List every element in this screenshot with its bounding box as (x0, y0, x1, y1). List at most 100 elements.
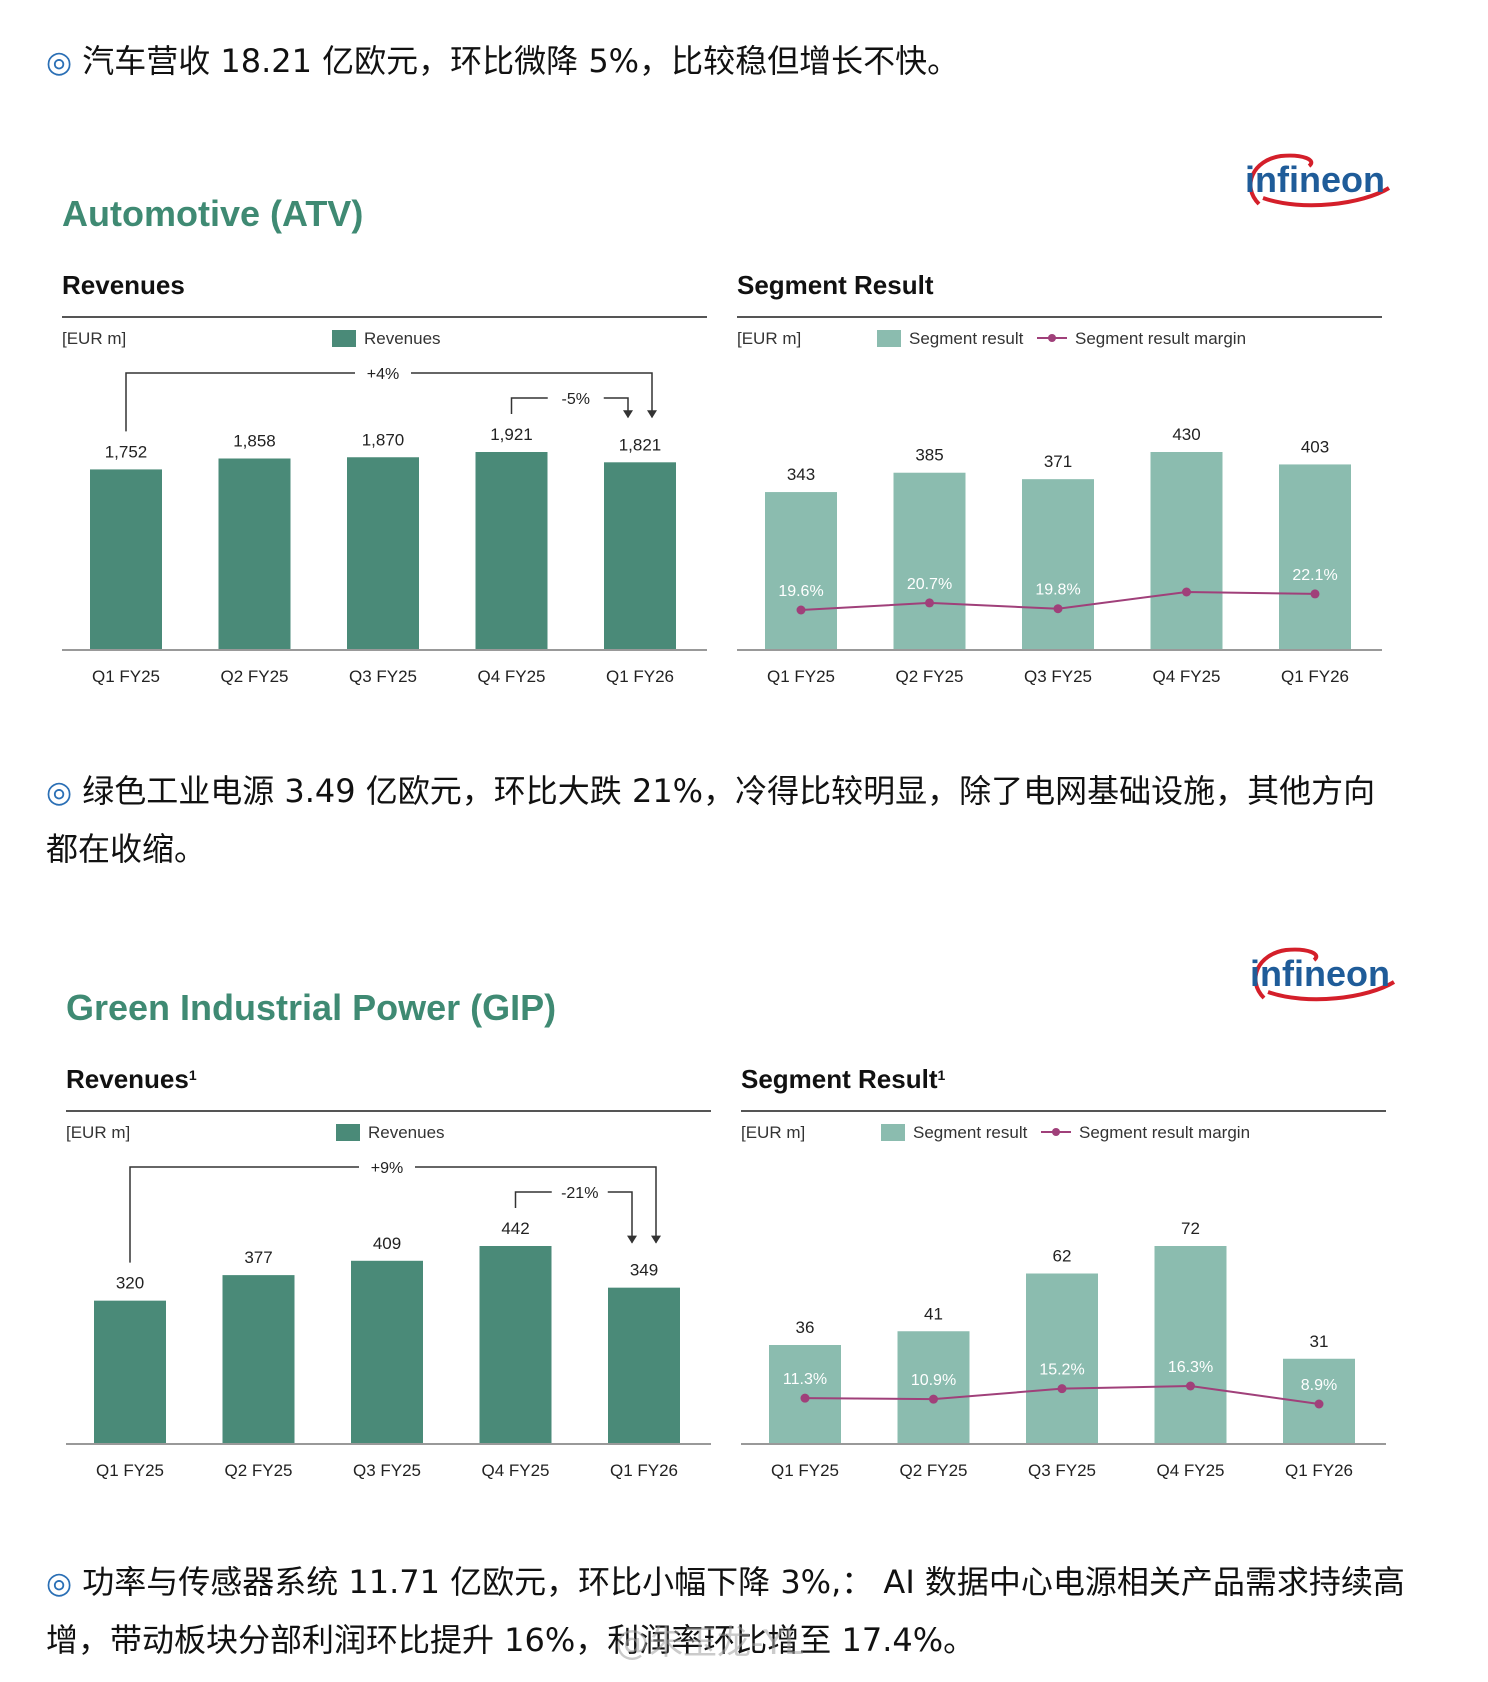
x-tick-label: Q1 FY25 (771, 1461, 839, 1480)
margin-point (1057, 1384, 1067, 1394)
bar-q2-fy25 (897, 1331, 970, 1444)
margin-label: 19.8% (1035, 582, 1080, 599)
value-label: 385 (915, 446, 943, 465)
footnote-marker: 1 (189, 1067, 197, 1083)
bar-q1-fy26 (608, 1287, 680, 1444)
bracket-label-qoq: -21% (561, 1185, 598, 1202)
bar-q1-fy25 (765, 492, 837, 650)
chart-title: Revenues (62, 270, 185, 300)
legend-label-margin: Segment result margin (1075, 329, 1246, 348)
atv-revenues-chart: Revenues [EUR m] Revenues 1,752 Q1 FY25 1,858… (62, 270, 707, 686)
infineon-logo: infineon (1245, 153, 1391, 208)
bar-q2-fy25 (218, 458, 291, 650)
value-label: 377 (244, 1248, 272, 1267)
paragraph-text: 汽车营收 18.21 亿欧元，环比微降 5%，比较稳但增长不快。 (82, 42, 960, 80)
bar-q3-fy25 (1026, 1273, 1098, 1444)
value-label: 72 (1181, 1219, 1200, 1238)
paragraph-text: 绿色工业电源 3.49 亿欧元，环比大跌 21%，冷得比较明显，除了电网基础设施… (46, 772, 1376, 868)
section-title-gip: Green Industrial Power (GIP) (66, 987, 557, 1028)
bullet-icon: ◎ (46, 1566, 73, 1601)
bar-q3-fy25 (351, 1260, 423, 1444)
value-label: 442 (501, 1219, 529, 1238)
chart-title: Revenues1 (66, 1064, 197, 1094)
gip-segment-result-chart: Segment Result1 [EUR m] Segment result Segm… (741, 1064, 1386, 1480)
value-label: 1,821 (619, 435, 662, 454)
x-tick-label: Q4 FY25 (481, 1461, 549, 1480)
bracket-label-qoq: -5% (562, 391, 590, 408)
value-label: 31 (1310, 1332, 1329, 1351)
watermark: @朱玉龙-YL (615, 1623, 803, 1663)
value-label: 403 (1301, 437, 1329, 456)
footnote-marker: 1 (938, 1067, 946, 1083)
paragraph-gip: ◎ 绿色工业电源 3.49 亿欧元，环比大跌 21%，冷得比较明显，除了电网基础设… (46, 763, 1406, 877)
x-tick-label: Q1 FY26 (1281, 667, 1349, 686)
bracket-arrow-qoq (627, 1235, 637, 1244)
x-tick-label: Q2 FY25 (895, 667, 963, 686)
value-label: 343 (787, 465, 815, 484)
paragraph-text: 功率与传感器系统 11.71 亿欧元，环比小幅下降 3%,： AI 数据中心电源… (46, 1563, 1405, 1659)
unit-label: [EUR m] (741, 1123, 805, 1142)
margin-label: 10.9% (911, 1372, 956, 1389)
x-tick-label: Q3 FY25 (1024, 667, 1092, 686)
margin-point (925, 598, 934, 608)
margin-label: 19.6% (778, 583, 823, 600)
value-label: 1,858 (233, 431, 276, 450)
legend-label-margin: Segment result margin (1079, 1123, 1250, 1142)
bar-q1-fy25 (94, 1300, 166, 1444)
legend-marker-margin (1048, 334, 1056, 342)
paragraph-pss: ◎ 功率与传感器系统 11.71 亿欧元，环比小幅下降 3%,： AI 数据中心电… (46, 1554, 1406, 1668)
infineon-logo: infineon (1250, 947, 1396, 1002)
paragraph-automotive: ◎ 汽车营收 18.21 亿欧元，环比微降 5%，比较稳但增长不快。 (46, 33, 1406, 91)
atv-segment-result-chart: Segment Result [EUR m] Segment result Segme… (737, 270, 1382, 686)
bar-q1-fy26 (1279, 464, 1351, 650)
value-label: 409 (373, 1234, 401, 1253)
bracket-label-bg (359, 1156, 415, 1178)
bracket-label-bg (551, 1181, 608, 1203)
bracket-label-bg (547, 387, 604, 409)
x-tick-label: Q1 FY25 (96, 1461, 164, 1480)
bar-q4-fy25 (1154, 1246, 1227, 1444)
value-label: 349 (630, 1261, 658, 1280)
legend-label-segment-result: Segment result (909, 329, 1024, 348)
legend-marker-margin (1052, 1128, 1060, 1136)
x-tick-label: Q4 FY25 (477, 667, 545, 686)
margin-point (1182, 587, 1191, 597)
bar-q2-fy25 (222, 1275, 295, 1444)
bracket-label-bg (355, 362, 411, 384)
bar-q3-fy25 (1022, 479, 1094, 650)
value-label: 320 (116, 1274, 144, 1293)
unit-label: [EUR m] (737, 329, 801, 348)
bar-q1-fy25 (90, 469, 162, 650)
margin-point (800, 1393, 810, 1403)
bar-q2-fy25 (893, 472, 966, 650)
bar-q3-fy25 (347, 457, 419, 650)
bracket-label-total: +4% (367, 366, 399, 383)
value-label: 36 (796, 1318, 815, 1337)
bar-q4-fy25 (475, 452, 548, 650)
x-tick-label: Q1 FY26 (1285, 1461, 1353, 1480)
chart-title: Segment Result (737, 270, 934, 300)
legend-swatch-revenues (332, 330, 356, 347)
x-tick-label: Q3 FY25 (353, 1461, 421, 1480)
bullet-icon: ◎ (46, 45, 73, 80)
value-label: 41 (924, 1304, 943, 1323)
bar-q4-fy25 (479, 1246, 552, 1444)
chart-title: Segment Result1 (741, 1064, 946, 1094)
legend-swatch-revenues (336, 1124, 360, 1141)
logo-text: infineon (1250, 953, 1390, 994)
value-label: 371 (1044, 452, 1072, 471)
x-tick-label: Q4 FY25 (1152, 667, 1220, 686)
margin-label: 15.2% (1039, 1362, 1084, 1379)
value-label: 430 (1172, 425, 1200, 444)
value-label: 1,752 (105, 442, 148, 461)
margin-label: 11.3% (783, 1371, 827, 1388)
margin-point (1314, 1399, 1324, 1409)
logo-text: infineon (1245, 159, 1385, 200)
value-label: 62 (1053, 1247, 1072, 1266)
margin-label: 8.9% (1301, 1377, 1337, 1394)
x-tick-label: Q2 FY25 (899, 1461, 967, 1480)
x-tick-label: Q1 FY26 (610, 1461, 678, 1480)
bar-q1-fy26 (604, 462, 676, 650)
unit-label: [EUR m] (66, 1123, 130, 1142)
margin-label: 20.7% (907, 576, 952, 593)
